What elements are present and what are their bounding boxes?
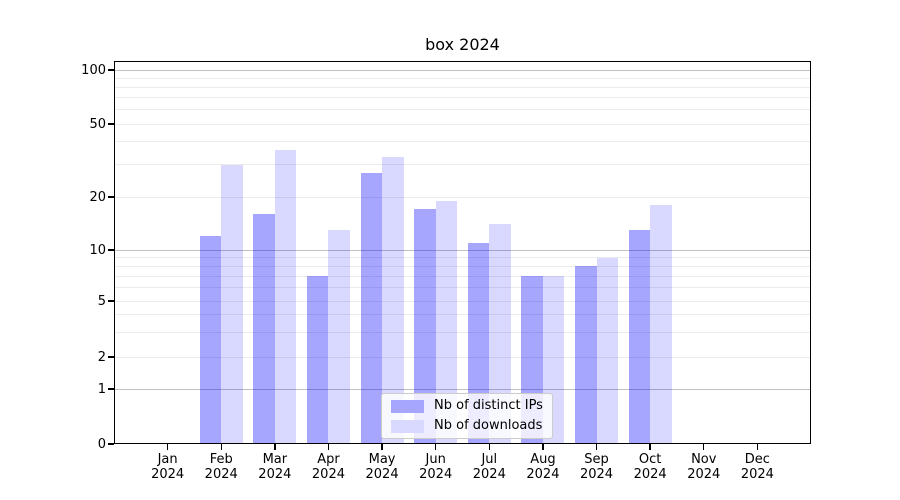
y-tick-mark-5	[108, 300, 114, 302]
y-gridline-minor-2	[115, 356, 810, 358]
y-tick-mark-0	[108, 443, 114, 445]
y-gridline-minor-80	[115, 86, 810, 88]
chart-title: box 2024	[425, 35, 500, 54]
y-gridline-minor-6	[115, 287, 810, 289]
y-gridline-major-100	[115, 69, 810, 71]
x-tick-mark-may	[381, 444, 383, 450]
bar-distinct-ips-jun	[414, 209, 436, 444]
y-gridline-major-1	[115, 388, 810, 390]
y-gridline-minor-90	[115, 77, 810, 79]
y-gridline-minor-40	[115, 141, 810, 143]
y-gridline-minor-20	[115, 196, 810, 198]
x-tick-label-dec: Dec 2024	[740, 452, 774, 482]
y-gridline-major-10	[115, 249, 810, 251]
legend-entry-downloads: Nb of downloads	[391, 418, 543, 434]
x-tick-mark-dec	[756, 444, 759, 450]
x-tick-label-jan: Jan 2024	[151, 452, 185, 482]
y-tick-label-10: 10	[89, 242, 106, 258]
y-tick-label-0: 0	[97, 436, 106, 452]
x-tick-label-apr: Apr 2024	[311, 452, 345, 482]
bar-distinct-ips-feb	[199, 236, 222, 444]
bar-downloads-apr	[328, 229, 350, 444]
y-gridline-minor-5	[115, 300, 810, 302]
x-tick-label-mar: Mar 2024	[258, 452, 292, 482]
x-tick-label-feb: Feb 2024	[204, 452, 238, 482]
bar-distinct-ips-oct	[628, 229, 651, 444]
y-gridline-minor-4	[115, 314, 810, 316]
y-tick-mark-1	[108, 388, 114, 390]
x-tick-label-may: May 2024	[365, 452, 399, 482]
x-tick-label-jun: Jun 2024	[419, 452, 453, 482]
y-tick-label-5: 5	[97, 293, 106, 309]
y-tick-label-50: 50	[89, 116, 106, 132]
x-tick-mark-feb	[220, 444, 222, 450]
y-gridline-minor-3	[115, 331, 810, 333]
x-tick-mark-jul	[488, 444, 490, 450]
y-tick-mark-10	[108, 249, 114, 251]
x-tick-mark-oct	[649, 444, 651, 450]
bar-distinct-ips-apr	[307, 276, 329, 444]
y-gridline-minor-60	[115, 109, 810, 111]
y-tick-label-2: 2	[97, 349, 106, 365]
legend-label-distinct-ips: Nb of distinct IPs	[434, 398, 543, 413]
x-tick-mark-nov	[703, 444, 705, 450]
y-tick-mark-20	[108, 196, 114, 198]
bar-downloads-jun	[435, 200, 458, 444]
y-tick-label-20: 20	[89, 189, 106, 205]
y-tick-label-100: 100	[81, 62, 106, 78]
x-tick-label-aug: Aug 2024	[526, 452, 560, 482]
x-tick-label-nov: Nov 2024	[687, 452, 721, 482]
y-tick-mark-100	[108, 69, 114, 71]
legend-swatch-downloads	[391, 419, 424, 433]
bar-downloads-jul	[489, 224, 511, 444]
x-tick-mark-sep	[595, 444, 598, 450]
y-tick-label-1: 1	[97, 381, 106, 397]
y-gridline-minor-8	[115, 265, 810, 267]
bar-distinct-ips-may	[360, 173, 383, 444]
y-tick-mark-2	[108, 356, 114, 358]
x-tick-label-sep: Sep 2024	[579, 452, 614, 482]
x-tick-mark-mar	[274, 444, 276, 450]
legend-swatch-distinct-ips	[391, 399, 424, 413]
bar-downloads-feb	[221, 164, 243, 444]
bar-distinct-ips-mar	[253, 214, 275, 444]
legend-label-downloads: Nb of downloads	[434, 418, 543, 433]
bar-downloads-oct	[650, 205, 672, 444]
x-tick-label-jul: Jul 2024	[472, 452, 506, 482]
x-tick-mark-apr	[327, 444, 330, 450]
bar-distinct-ips-sep	[575, 266, 597, 444]
y-tick-mark-50	[108, 123, 114, 125]
bar-downloads-may	[382, 157, 404, 444]
x-tick-mark-aug	[542, 444, 544, 450]
bar-downloads-sep	[596, 257, 618, 444]
y-gridline-minor-7	[115, 275, 810, 277]
y-gridline-minor-50	[115, 123, 810, 125]
y-gridline-minor-70	[115, 97, 810, 99]
legend: Nb of distinct IPs Nb of downloads	[381, 393, 553, 439]
y-gridline-minor-30	[115, 164, 810, 166]
x-tick-mark-jan	[166, 444, 169, 450]
bar-downloads-mar	[274, 150, 297, 444]
y-gridline-minor-9	[115, 257, 810, 259]
x-tick-label-oct: Oct 2024	[633, 452, 667, 482]
legend-entry-distinct-ips: Nb of distinct IPs	[391, 398, 543, 414]
x-tick-mark-jun	[434, 444, 437, 450]
